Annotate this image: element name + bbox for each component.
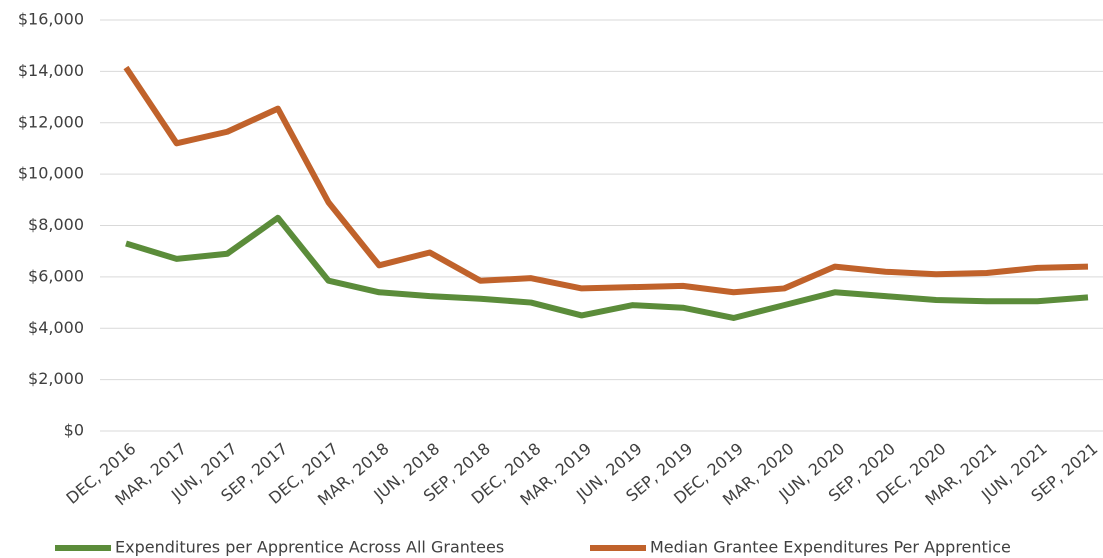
y-tick-label: $16,000 xyxy=(18,10,84,29)
y-tick-label: $4,000 xyxy=(28,318,84,337)
y-tick-label: $14,000 xyxy=(18,61,84,80)
y-tick-label: $2,000 xyxy=(28,369,84,388)
y-tick-label: $12,000 xyxy=(18,112,84,131)
y-tick-label: $10,000 xyxy=(18,164,84,183)
y-tick-label: $6,000 xyxy=(28,266,84,285)
y-tick-label: $8,000 xyxy=(28,215,84,234)
y-tick-label: $0 xyxy=(64,421,84,440)
legend-label: Expenditures per Apprentice Across All G… xyxy=(115,538,504,557)
series-line xyxy=(123,65,1089,296)
legend-label: Median Grantee Expenditures Per Apprenti… xyxy=(650,538,1011,557)
series-line xyxy=(125,214,1089,321)
